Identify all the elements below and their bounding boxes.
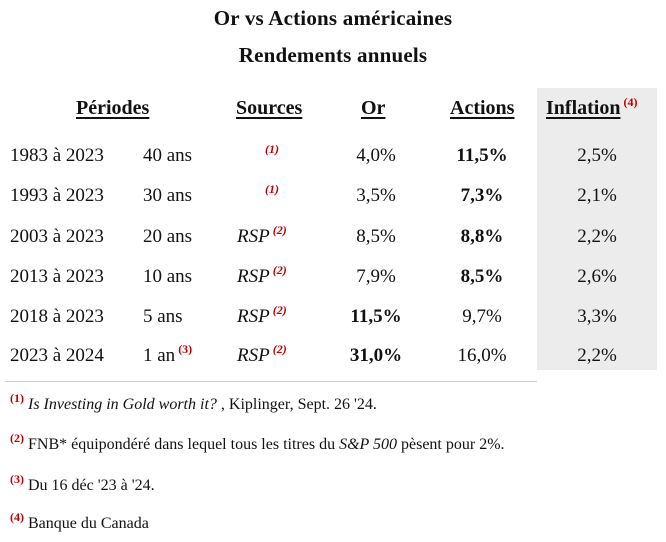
footnote-text: Banque du Canada xyxy=(28,515,149,532)
footnote-marker: (3) xyxy=(10,472,24,486)
source-note: (2) xyxy=(272,342,287,356)
stocks-cell: 11,5% xyxy=(456,145,508,166)
table-row: 1983 à 2023 40 ans (1) 4,0% 11,5% 2,5% xyxy=(0,142,666,185)
header-sources: Sources xyxy=(236,97,303,119)
source-label: RSP xyxy=(237,306,270,327)
source-note: (2) xyxy=(272,303,287,317)
stocks-cell: 7,3% xyxy=(460,185,504,206)
source-cell: RSP (2) xyxy=(237,342,287,367)
footnote-text: Du 16 déc '23 à '24. xyxy=(28,477,155,494)
period-cell: 2018 à 2023 xyxy=(10,306,104,327)
inflation-cell: 3,3% xyxy=(577,306,617,327)
source-note: (2) xyxy=(272,263,287,277)
period-cell: 2023 à 2024 xyxy=(10,345,104,366)
inflation-column-background xyxy=(537,88,657,370)
period-cell: 2003 à 2023 xyxy=(10,226,104,247)
years-label: 1 an xyxy=(143,345,176,366)
header-inflation-label: Inflation xyxy=(546,97,621,119)
source-label: RSP xyxy=(237,266,270,287)
footnote-text: pèsent pour 2%. xyxy=(397,436,505,453)
source-note: (1) xyxy=(265,182,279,196)
stocks-cell: 8,5% xyxy=(460,266,504,287)
footnote-2: (2) FNB* équipondéré dans lequel tous les… xyxy=(10,431,505,454)
period-cell: 2013 à 2023 xyxy=(10,266,104,287)
gold-cell: 3,5% xyxy=(356,185,396,206)
years-cell: 40 ans xyxy=(143,145,193,166)
header-inflation: Inflation (4) xyxy=(546,95,638,120)
footnote-text: FNB* équipondéré dans lequel tous les ti… xyxy=(28,436,340,453)
footnote-1: (1) Is Investing in Gold worth it? , Kipl… xyxy=(10,391,377,414)
page-title: Or vs Actions américaines xyxy=(213,6,453,30)
gold-cell: 31,0% xyxy=(349,345,403,366)
stocks-cell: 8,8% xyxy=(460,226,504,247)
source-label: RSP xyxy=(237,345,270,366)
inflation-cell: 2,1% xyxy=(577,185,617,206)
years-note: (3) xyxy=(178,342,193,356)
footnote-italic-text: S&P 500 xyxy=(339,436,397,453)
source-cell: RSP (2) xyxy=(237,263,287,288)
source-cell: RSP (2) xyxy=(237,223,287,248)
footnote-text: , Kiplinger, Sept. 26 '24. xyxy=(216,396,377,413)
source-cell: (1) xyxy=(262,182,279,207)
inflation-cell: 2,6% xyxy=(577,266,617,287)
gold-cell: 7,9% xyxy=(356,266,396,287)
gold-cell: 8,5% xyxy=(356,226,396,247)
years-cell: 30 ans xyxy=(143,185,193,206)
page-subtitle: Rendements annuels xyxy=(238,43,428,67)
source-cell: (1) xyxy=(262,142,279,167)
period-cell: 1983 à 2023 xyxy=(10,145,104,166)
footnote-marker: (4) xyxy=(10,510,24,524)
period-cell: 1993 à 2023 xyxy=(10,185,104,206)
footnote-3: (3) Du 16 déc '23 à '24. xyxy=(10,472,155,495)
table-row: 2013 à 2023 10 ans RSP (2) 7,9% 8,5% 2,6% xyxy=(0,263,666,306)
stocks-cell: 16,0% xyxy=(457,345,507,366)
footnote-marker: (2) xyxy=(10,431,24,445)
stocks-cell: 9,7% xyxy=(462,306,502,327)
years-cell: 10 ans xyxy=(143,266,193,287)
inflation-cell: 2,2% xyxy=(577,226,617,247)
source-note: (2) xyxy=(272,223,287,237)
source-label: RSP xyxy=(237,226,270,247)
years-cell: 5 ans xyxy=(143,306,183,327)
header-inflation-note: (4) xyxy=(623,95,638,109)
gold-cell: 11,5% xyxy=(350,306,402,327)
footnote-4: (4) Banque du Canada xyxy=(10,510,149,533)
header-periods: Périodes xyxy=(76,97,150,119)
source-note: (1) xyxy=(265,142,279,156)
table-row: 1993 à 2023 30 ans (1) 3,5% 7,3% 2,1% xyxy=(0,182,666,225)
years-cell: 20 ans xyxy=(143,226,193,247)
table-row: 2023 à 2024 1 an (3) RSP (2) 31,0% 16,0% 2… xyxy=(0,342,666,385)
header-stocks: Actions xyxy=(450,97,515,119)
footnote-marker: (1) xyxy=(10,391,24,405)
footnote-italic-text: Is Investing in Gold worth it? xyxy=(28,396,217,413)
table-row: 2003 à 2023 20 ans RSP (2) 8,5% 8,8% 2,2% xyxy=(0,223,666,266)
source-cell: RSP (2) xyxy=(237,303,287,328)
years-cell: 1 an (3) xyxy=(143,342,193,367)
notes-divider xyxy=(5,381,537,382)
inflation-cell: 2,5% xyxy=(577,145,617,166)
inflation-cell: 2,2% xyxy=(577,345,617,366)
header-gold: Or xyxy=(361,97,386,119)
gold-cell: 4,0% xyxy=(356,145,396,166)
table-row: 2018 à 2023 5 ans RSP (2) 11,5% 9,7% 3,3% xyxy=(0,303,666,346)
